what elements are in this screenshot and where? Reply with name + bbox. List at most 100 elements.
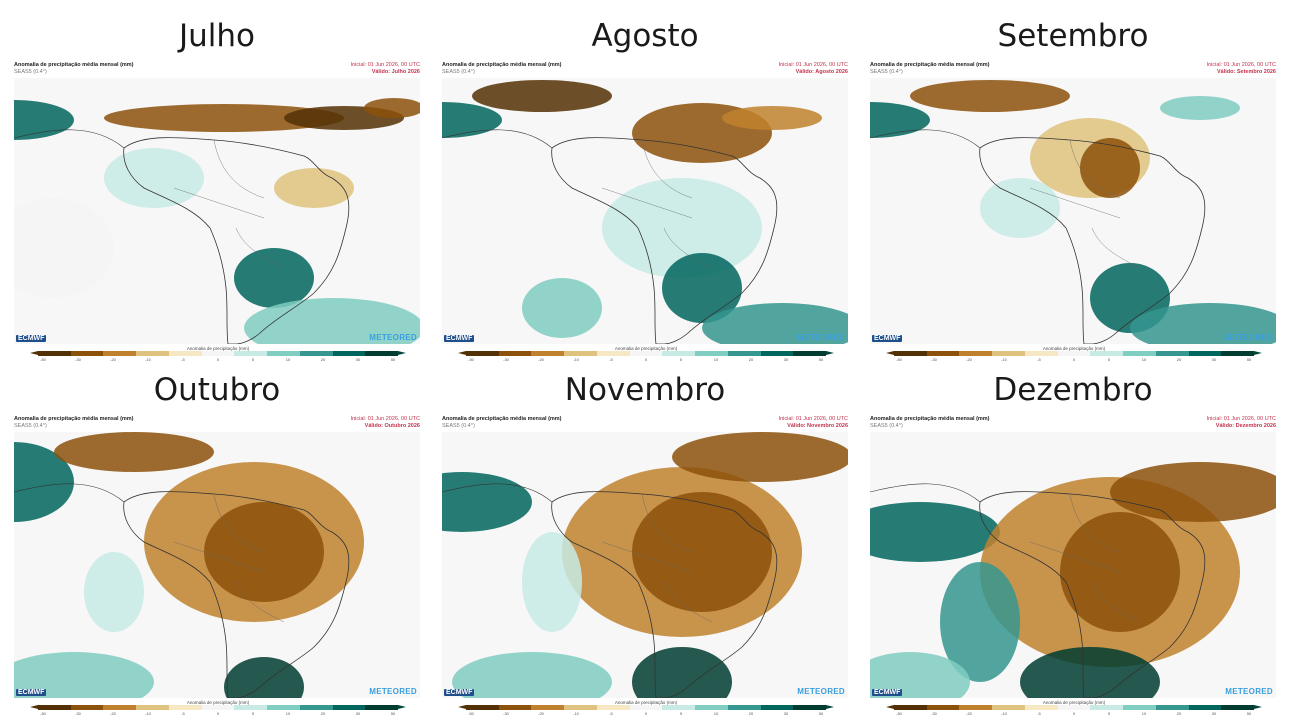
colorbar-tick: -10 [145,711,151,716]
colorbar-tick: -50 [896,711,902,716]
model-label: SEAS5 (0.4°) [870,69,903,75]
colorbar-tick: -20 [110,357,116,362]
colorbar-ticks: -50 -30 -20 -10 -5 0 5 10 20 30 50 [466,357,826,363]
colorbar-swatch [267,705,300,710]
colorbar-swatch [1155,351,1189,356]
colorbar-swatch [365,351,399,356]
colorbar: Anomalia de precipitação (mm) -50 -30 -20-… [458,700,834,717]
colorbar-swatch [498,705,532,710]
colorbar-tick: 30 [783,357,789,362]
month-title: Novembro [564,372,726,408]
colorbar-swatch [1221,705,1255,710]
colorbar-swatch [38,351,71,356]
colorbar-swatch [959,705,993,710]
ecmwf-logo: ECMWF [16,689,47,696]
colorbar-tick: -5 [181,357,185,362]
colorbar-swatch [201,351,235,356]
month-title: Dezembro [993,372,1153,408]
colorbar-label: Anomalia de precipitação (mm) [1042,700,1106,705]
colorbar-tick: 5 [251,357,255,362]
map-title: Anomalia de precipitação média mensal (m… [14,416,134,422]
colorbar-swatch [793,705,827,710]
colorbar-swatch [365,705,399,710]
colorbar-swatch [727,705,761,710]
colorbar-tick: -20 [966,711,972,716]
colorbar-swatch [1090,705,1124,710]
colorbar-label: Anomalia de precipitação (mm) [186,700,250,705]
meteored-logo: METEORED [1225,333,1273,342]
colorbar-swatch [1024,705,1058,710]
colorbar-swatch [894,351,927,356]
colorbar-swatch [695,351,728,356]
month-title: Setembro [997,18,1149,54]
colorbar-swatch [1221,351,1255,356]
model-label: SEAS5 (0.4°) [442,69,475,75]
colorbar-swatch [1024,351,1058,356]
colorbar-tick: 20 [748,711,754,716]
colorbar-swatch [136,351,169,356]
colorbar-swatch [992,705,1025,710]
anomaly-field [452,652,612,698]
colorbar-swatch [564,705,597,710]
colorbar-tick: 0 [644,357,648,362]
map-title: Anomalia de precipitação média mensal (m… [14,62,134,68]
colorbar-tick: -20 [538,711,544,716]
colorbar-tick: 20 [1176,711,1182,716]
colorbar-swatch [727,351,761,356]
map-header-left: Anomalia de precipitação média mensal (m… [442,416,562,430]
colorbar-tick: -5 [609,711,613,716]
colorbar-tick: 0 [1072,357,1076,362]
colorbar-tick: -50 [40,357,46,362]
colorbar-swatch [926,351,960,356]
colorbar-swatch [168,351,202,356]
map-header-left: Anomalia de precipitação média mensal (m… [14,62,134,76]
init-time: Inicial: 01 Jun 2026, 00 UTC [778,416,848,422]
colorbar: Anomalia de precipitação (mm) -50 -30 -20-… [886,346,1262,363]
colorbar-swatch [959,351,993,356]
colorbar-swatch [629,705,663,710]
anomaly-field [472,80,612,112]
colorbar-tick: 5 [679,711,683,716]
anomaly-field [234,248,314,308]
map-header-right: Inicial: 01 Jun 2026, 00 UTC Válido: Jul… [351,62,420,76]
colorbar-tick: -30 [931,357,937,362]
colorbar-tick: 0 [1072,711,1076,716]
ecmwf-logo: ECMWF [444,335,475,342]
colorbar-tick: 5 [251,711,255,716]
anomaly-field [14,652,154,698]
colorbar-swatch [1090,351,1124,356]
map-header-right: Inicial: 01 Jun 2026, 00 UTC Válido: Out… [351,416,420,430]
colorbar-tick: 20 [320,711,326,716]
anomaly-field [104,148,204,208]
init-time: Inicial: 01 Jun 2026, 00 UTC [1206,62,1276,68]
ecmwf-logo: ECMWF [444,689,475,696]
anomaly-field [672,432,848,482]
colorbar-tick: -50 [40,711,46,716]
colorbar-swatch [332,705,366,710]
init-time: Inicial: 01 Jun 2026, 00 UTC [778,62,848,68]
colorbar-swatch [1057,351,1091,356]
colorbar-tick: 0 [216,711,220,716]
colorbar-swatch [332,351,366,356]
colorbar-tick: -50 [468,711,474,716]
anomaly-field [910,80,1070,112]
valid-time: Válido: Dezembro 2026 [1215,423,1276,429]
colorbar-tick: -20 [966,357,972,362]
colorbar-swatch [662,351,696,356]
colorbar-tick: -30 [503,357,509,362]
month-title: Outubro [153,372,281,408]
anomaly-field [870,652,970,698]
map-svg [14,78,420,344]
colorbar-tick: 20 [1176,357,1182,362]
map-header-left: Anomalia de precipitação média mensal (m… [442,62,562,76]
meteored-logo: METEORED [1225,687,1273,696]
colorbar-tick: 30 [355,357,361,362]
colorbar-swatch [70,351,104,356]
anomaly-field [870,502,1000,562]
anomaly-field [662,253,742,323]
map-header-left: Anomalia de precipitação média mensal (m… [870,62,990,76]
colorbar-tick: 20 [320,357,326,362]
colorbar-ticks: -50 -30 -20 -10 -5 0 5 10 20 30 50 [466,711,826,717]
colorbar-swatch [531,705,565,710]
colorbar-ticks: -50 -30 -20 -10 -5 0 5 10 20 30 50 [894,357,1254,363]
